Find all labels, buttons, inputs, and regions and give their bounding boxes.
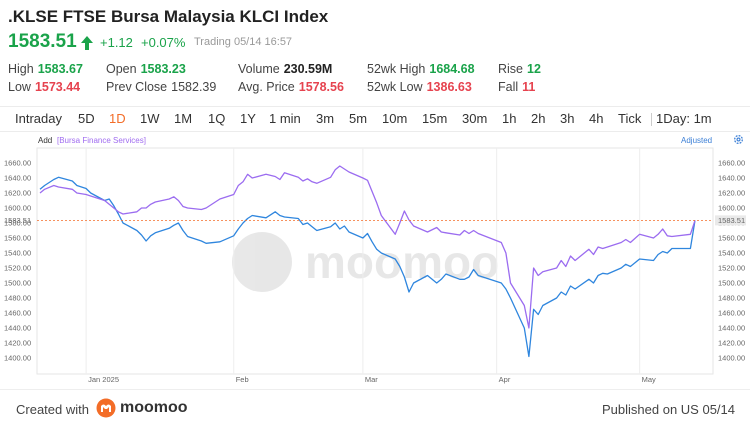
y-tick-label-left: 1520.00	[4, 264, 31, 273]
trading-status: Trading 05/14 16:57	[194, 36, 293, 48]
adjusted-toggle[interactable]: Adjusted	[681, 136, 713, 145]
stat-rise: Rise 12	[498, 62, 541, 76]
index-title: .KLSE FTSE Bursa Malaysia KLCI Index	[8, 7, 329, 26]
tab-1y[interactable]: 1Y	[240, 111, 256, 126]
y-tick-label-right: 1400.00	[718, 354, 745, 363]
watermark-text: moomoo	[305, 236, 499, 288]
x-tick-label: Apr	[499, 375, 511, 384]
published-date: Published on US 05/14	[602, 402, 735, 417]
y-tick-label-right: 1640.00	[718, 174, 745, 183]
brand-name: moomoo	[120, 399, 188, 416]
tab-15m[interactable]: 15m	[422, 111, 448, 126]
y-tick-label-left: 1440.00	[4, 324, 31, 333]
stat-fall: Fall 11	[498, 80, 536, 94]
stat-52wk-high: 52wk High 1684.68	[367, 62, 475, 76]
y-tick-label-left: 1540.00	[4, 249, 31, 258]
gear-icon[interactable]	[733, 134, 744, 145]
stat-volume: Volume 230.59M	[238, 62, 333, 76]
y-tick-label-right: 1500.00	[718, 279, 745, 288]
y-tick-label-left: 1640.00	[4, 174, 31, 183]
x-axis-labels: Jan 2025 Feb Mar Apr May	[88, 375, 656, 384]
moomoo-watermark: moomoo	[232, 232, 499, 292]
y-tick-label-right: 1480.00	[718, 294, 745, 303]
tab-30m[interactable]: 30m	[462, 111, 488, 126]
last-price-line: 1583.51 1583.51	[4, 215, 746, 226]
tab-4h[interactable]: 4h	[589, 111, 604, 126]
plot-border	[36, 147, 714, 375]
tab-separator	[651, 113, 652, 126]
y-tick-label-right: 1560.00	[718, 234, 745, 243]
created-with-label: Created with	[16, 402, 89, 417]
y-tick-label-right: 1460.00	[718, 309, 745, 318]
x-tick-label: May	[642, 375, 656, 384]
y-tick-label-left: 1560.00	[4, 234, 31, 243]
tab-10m[interactable]: 10m	[382, 111, 408, 126]
y-tick-label-right: 1440.00	[718, 324, 745, 333]
tab-tick[interactable]: Tick	[618, 111, 642, 126]
price-chart: moomoo 1660.00 1660.00 1640.00 1640.00 1620.…	[4, 147, 746, 384]
y-tick-label-left: 1500.00	[4, 279, 31, 288]
y-tick-label-right: 1420.00	[718, 339, 745, 348]
compare-tag[interactable]: [Bursa Finance Services]	[57, 136, 146, 145]
current-price: 1583.51	[8, 31, 77, 52]
tab-1q[interactable]: 1Q	[208, 111, 226, 126]
stat-prev-close: Prev Close 1582.39	[106, 80, 217, 94]
series-line-1	[39, 165, 696, 329]
y-tick-label-left: 1420.00	[4, 339, 31, 348]
tab-5d[interactable]: 5D	[78, 111, 95, 126]
moomoo-logo-icon	[96, 398, 116, 418]
chart-grid	[36, 147, 714, 375]
tab-3m[interactable]: 3m	[316, 111, 335, 126]
tab-intraday[interactable]: Intraday	[15, 111, 62, 126]
add-compare-button[interactable]: Add	[38, 136, 53, 145]
stat-avg-price: Avg. Price 1578.56	[238, 80, 344, 94]
y-tick-label-right: 1660.00	[718, 159, 745, 168]
last-price-tag	[715, 215, 746, 226]
y-tick-label-right: 1520.00	[718, 264, 745, 273]
tab-interval-selector[interactable]: 1Day: 1m	[656, 111, 712, 126]
last-price-label-left: 1583.51	[4, 216, 31, 225]
y-tick-label-right: 1540.00	[718, 249, 745, 258]
y-tick-label-left: 1660.00	[4, 159, 31, 168]
timeframe-tabs: Intraday 5D 1D 1W 1M 1Q 1Y 1 min 3m 5m 1…	[0, 106, 750, 132]
x-tick-label: Feb	[236, 375, 249, 384]
price-change: +1.12	[100, 35, 133, 50]
y-tick-label-left: 1400.00	[4, 354, 31, 363]
chart-series	[39, 165, 696, 358]
last-price-label-right: 1583.51	[718, 216, 745, 225]
series-line-0	[39, 176, 696, 358]
x-tick-label: Jan 2025	[88, 375, 119, 384]
stat-high: High 1583.67	[8, 62, 83, 76]
tab-1h[interactable]: 1h	[502, 111, 517, 126]
y-tick-label-right: 1600.00	[718, 204, 745, 213]
stat-low: Low 1573.44	[8, 80, 81, 94]
y-tick-label-left: 1600.00	[4, 204, 31, 213]
up-arrow-icon	[81, 36, 93, 50]
footer	[0, 389, 750, 430]
y-tick-label-left: 1620.00	[4, 189, 31, 198]
price-change-percent: +0.07%	[141, 35, 186, 50]
watermark-logo-icon	[232, 232, 292, 292]
y-tick-label-left: 1580.00	[4, 219, 31, 228]
tab-5m[interactable]: 5m	[349, 111, 368, 126]
tab-1w[interactable]: 1W	[140, 111, 160, 126]
stat-52wk-low: 52wk Low 1386.63	[367, 80, 472, 94]
tab-3h[interactable]: 3h	[560, 111, 575, 126]
tab-1m[interactable]: 1M	[174, 111, 193, 126]
stat-open: Open 1583.23	[106, 62, 186, 76]
y-tick-label-left: 1460.00	[4, 309, 31, 318]
tab-1d[interactable]: 1D	[109, 111, 126, 126]
y-tick-label-left: 1480.00	[4, 294, 31, 303]
tab-1min[interactable]: 1 min	[269, 111, 301, 126]
y-tick-label-right: 1620.00	[718, 189, 745, 198]
x-tick-label: Mar	[365, 375, 378, 384]
tab-2h[interactable]: 2h	[531, 111, 546, 126]
